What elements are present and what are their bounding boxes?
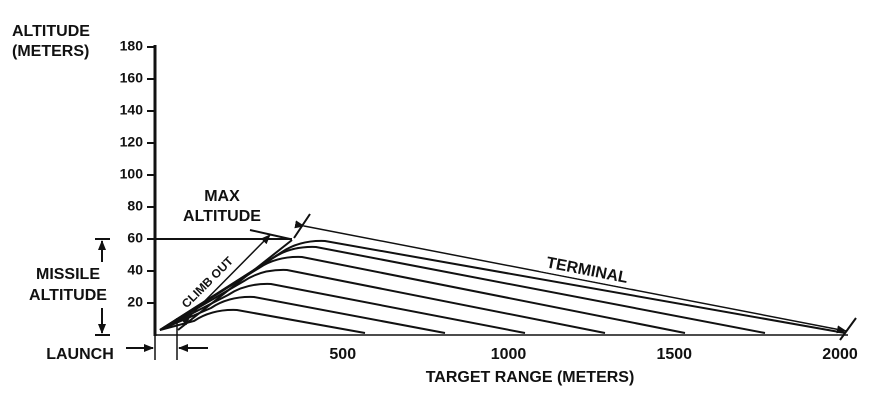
y-label: ALTITUDE <box>12 23 90 40</box>
leader-line <box>249 229 291 240</box>
y-tick-label: 80 <box>127 198 143 214</box>
axis-end <box>839 317 857 341</box>
y-tick-label: 100 <box>120 166 144 182</box>
trajectory <box>159 239 846 334</box>
y-label: (METERS) <box>12 43 89 60</box>
x-tick-label: 1500 <box>656 346 692 363</box>
y-tick-label: 180 <box>120 38 144 54</box>
annotation: LAUNCH <box>46 346 114 363</box>
y-tick-label: 20 <box>127 294 143 310</box>
annotation: ALTITUDE <box>29 287 107 304</box>
x-tick-label: 2000 <box>822 346 858 363</box>
y-tick-label: 140 <box>120 102 144 118</box>
y-tick-label: 60 <box>127 230 143 246</box>
x-tick-label: 1000 <box>491 346 527 363</box>
y-tick-label: 120 <box>120 134 144 150</box>
trajectories <box>159 239 846 334</box>
y-tick-label: 40 <box>127 262 143 278</box>
y-tick-label: 160 <box>120 70 144 86</box>
x-tick-label: 500 <box>329 346 356 363</box>
annotation: MISSILE <box>36 266 100 283</box>
x-label: TARGET RANGE (METERS) <box>426 369 635 386</box>
arrow <box>294 220 847 334</box>
annotation: MAX <box>204 188 240 205</box>
annotation: ALTITUDE <box>183 208 261 225</box>
label-bg <box>539 253 635 289</box>
arrow <box>180 234 271 326</box>
